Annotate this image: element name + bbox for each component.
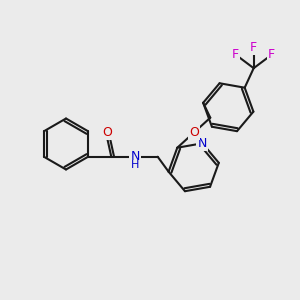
Text: N: N [198, 137, 207, 150]
Text: O: O [189, 126, 199, 139]
Text: F: F [268, 48, 275, 61]
Text: H: H [131, 160, 140, 170]
Text: F: F [250, 41, 257, 54]
Text: O: O [102, 126, 112, 139]
Text: F: F [232, 48, 239, 61]
Text: N: N [130, 150, 140, 163]
